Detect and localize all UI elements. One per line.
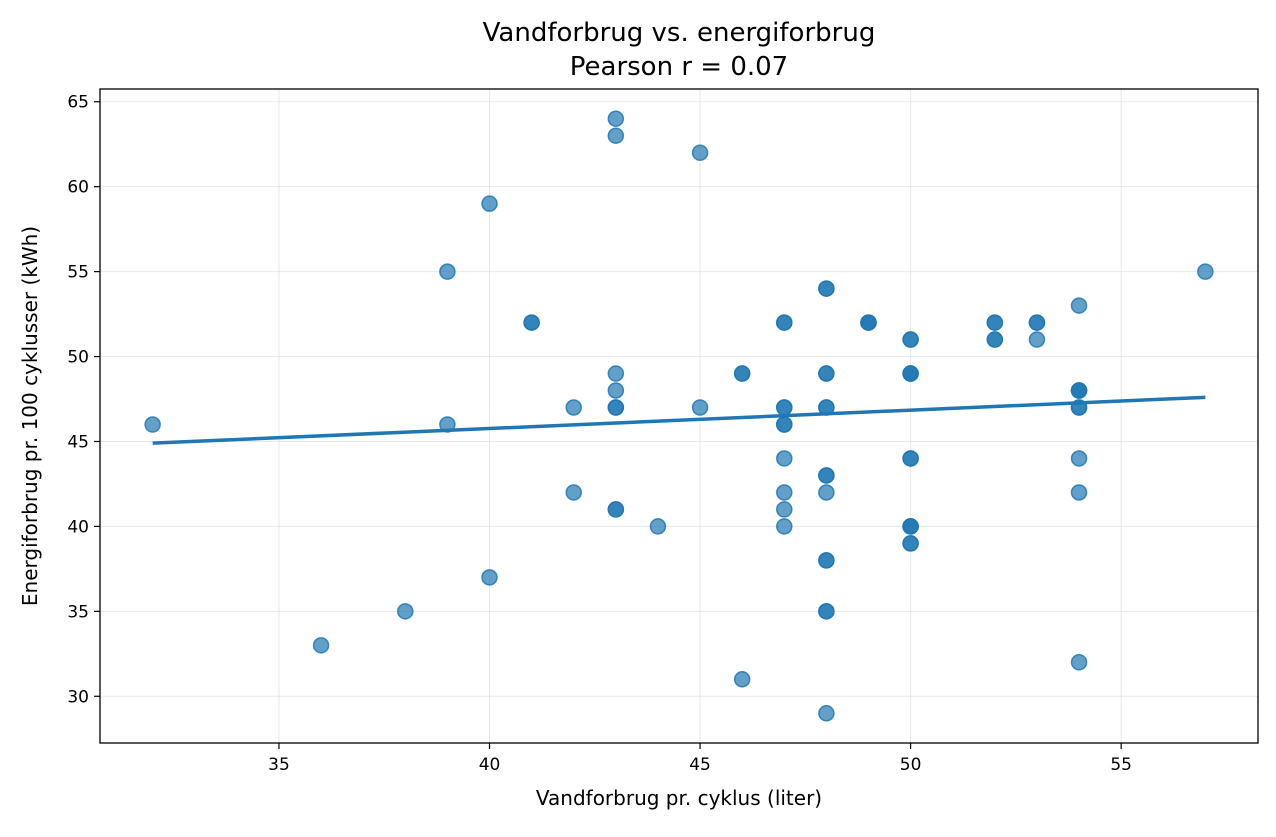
data-point: [902, 450, 919, 467]
x-tick-label: 35: [268, 755, 290, 775]
data-point: [860, 314, 877, 331]
data-point: [1028, 331, 1046, 348]
data-point: [565, 484, 582, 501]
data-point: [818, 467, 835, 484]
data-point: [986, 314, 1004, 331]
y-tick-label: 60: [67, 178, 89, 198]
data-point: [607, 110, 625, 127]
data-point: [986, 331, 1004, 348]
data-points: [144, 110, 1214, 722]
data-point: [691, 144, 709, 161]
data-point: [902, 331, 919, 348]
data-point: [818, 552, 835, 569]
x-tick-label: 40: [479, 755, 501, 775]
data-point: [733, 671, 751, 688]
data-point: [818, 365, 835, 382]
data-point: [565, 399, 582, 416]
data-point: [607, 382, 625, 399]
data-point: [1070, 484, 1088, 501]
y-axis-label: Energiforbrug pr. 100 cyklusser (kWh): [18, 226, 42, 606]
y-tick-label: 50: [67, 348, 89, 368]
trendline-group: [152, 395, 1206, 445]
data-point: [1070, 450, 1088, 467]
data-point: [818, 705, 835, 722]
ticks: 35 40 45 50 55 30 35 40 45 50 55 60 65: [67, 93, 1132, 775]
data-point: [818, 280, 835, 297]
trendline: [152, 395, 1206, 445]
data-point: [312, 637, 330, 654]
y-tick-label: 55: [67, 263, 89, 283]
data-point: [439, 263, 456, 280]
chart-subtitle: Pearson r = 0.07: [570, 52, 788, 82]
data-point: [902, 365, 919, 382]
data-point: [776, 450, 793, 467]
plot-frame: [99, 88, 1259, 744]
x-tick-label: 50: [900, 755, 922, 775]
data-point: [481, 569, 498, 586]
data-point: [776, 416, 793, 433]
y-tick-label: 30: [67, 687, 89, 707]
data-point: [902, 535, 919, 552]
data-point: [1070, 654, 1088, 671]
data-point: [818, 484, 835, 501]
y-tick-label: 40: [67, 517, 89, 537]
data-point: [144, 416, 161, 433]
data-point: [776, 484, 793, 501]
data-point: [607, 501, 625, 518]
data-point: [691, 399, 709, 416]
y-tick-label: 65: [67, 93, 89, 113]
data-point: [523, 314, 540, 331]
x-tick-label: 45: [689, 755, 711, 775]
data-point: [776, 314, 793, 331]
data-point: [481, 195, 498, 212]
chart-title: Vandforbrug vs. energiforbrug: [483, 18, 876, 48]
data-point: [733, 365, 751, 382]
x-axis-label: Vandforbrug pr. cyklus (liter): [536, 786, 822, 810]
data-point: [818, 603, 835, 620]
data-point: [1197, 263, 1214, 280]
data-point: [1070, 297, 1088, 314]
data-point: [776, 501, 793, 518]
data-point: [607, 399, 625, 416]
data-point: [1070, 382, 1088, 399]
data-point: [649, 518, 667, 535]
data-point: [1028, 314, 1046, 331]
data-point: [607, 365, 625, 382]
data-point: [397, 603, 414, 620]
x-tick-label: 55: [1110, 755, 1132, 775]
data-point: [607, 127, 625, 144]
data-point: [902, 518, 919, 535]
data-point: [776, 518, 793, 535]
y-tick-label: 35: [67, 602, 89, 622]
grid: [100, 89, 1258, 743]
data-point: [776, 399, 793, 416]
y-tick-label: 45: [67, 432, 89, 452]
